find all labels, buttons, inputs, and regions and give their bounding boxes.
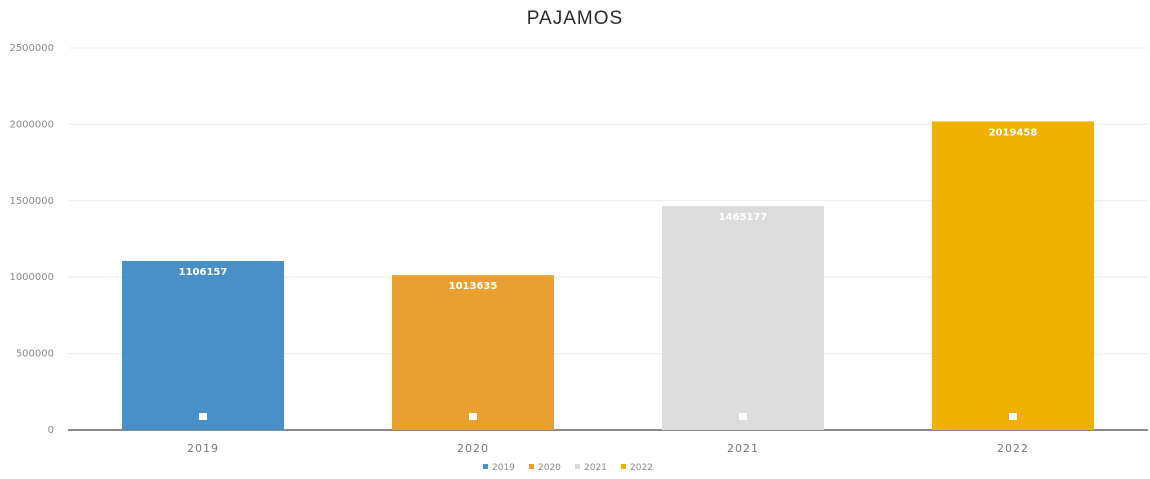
legend-swatch — [529, 464, 534, 469]
legend-entry: 2021 — [584, 463, 607, 473]
bar — [662, 206, 824, 430]
category-label: 2019 — [187, 442, 219, 455]
bar-marker — [1009, 413, 1017, 420]
category-label: 2020 — [457, 442, 489, 455]
category-label: 2021 — [727, 442, 759, 455]
bar-marker — [739, 413, 747, 420]
chart-title: PAJAMOS — [526, 8, 624, 29]
y-tick-label: 2000000 — [9, 119, 54, 130]
y-tick-label: 500000 — [16, 349, 54, 360]
bar — [392, 275, 554, 430]
legend-swatch — [621, 464, 626, 469]
data-label: 1465177 — [719, 212, 768, 223]
category-label: 2022 — [997, 442, 1029, 455]
data-label: 1106157 — [179, 267, 228, 278]
bar — [932, 121, 1094, 430]
y-tick-label: 1000000 — [9, 272, 54, 283]
y-tick-label: 2500000 — [9, 43, 54, 54]
legend-entry: 2019 — [492, 463, 515, 473]
legend-entry: 2020 — [538, 463, 561, 473]
legend-swatch — [483, 464, 488, 469]
y-tick-label: 1500000 — [9, 196, 54, 207]
legend-entry: 2022 — [630, 463, 653, 473]
y-tick-label: 0 — [48, 425, 54, 436]
bar-marker — [199, 413, 207, 420]
bar — [122, 260, 284, 430]
data-label: 1013635 — [449, 281, 498, 292]
data-label: 2019458 — [989, 127, 1038, 138]
bar-marker — [469, 413, 477, 420]
legend-swatch — [575, 464, 580, 469]
